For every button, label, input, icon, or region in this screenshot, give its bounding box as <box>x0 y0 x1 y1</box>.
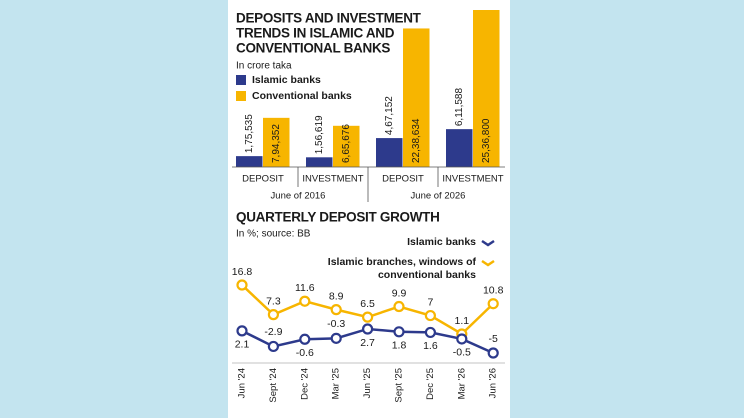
value-label: 11.6 <box>295 282 315 294</box>
x-tick-label: DEPOSIT <box>382 174 424 185</box>
chart-title: TRENDS IN ISLAMIC AND <box>236 26 395 41</box>
value-label: 2.7 <box>360 337 375 349</box>
point <box>393 300 405 313</box>
value-label: 1,56,619 <box>314 115 325 154</box>
value-label: -0.6 <box>296 347 314 359</box>
subtitle: In crore taka <box>236 61 292 72</box>
value-label: -0.3 <box>327 318 345 330</box>
legend-icon <box>481 239 495 247</box>
x-tick-label: INVESTMENT <box>302 174 363 185</box>
point <box>456 333 468 345</box>
bar <box>446 129 473 167</box>
point <box>299 333 311 345</box>
value-label: 1.8 <box>392 340 407 352</box>
point <box>236 325 248 337</box>
x-tick-label: Jun '26 <box>488 368 499 398</box>
x-tick-label: INVESTMENT <box>442 174 503 185</box>
point <box>424 326 436 339</box>
legend-swatch <box>236 91 246 101</box>
legend-label: Conventional banks <box>252 90 352 102</box>
legend-label: Islamic branches, windows of conventiona… <box>327 256 476 281</box>
bar <box>236 156 263 167</box>
point <box>330 332 342 344</box>
value-label: -5 <box>489 333 498 345</box>
value-label: 1,75,535 <box>244 114 255 153</box>
x-tick-label: DEPOSIT <box>242 174 284 185</box>
value-label: 25,36,800 <box>481 118 492 163</box>
x-tick-label: Jun '24 <box>237 368 248 398</box>
value-label: 22,38,634 <box>411 118 422 163</box>
value-label: 16.8 <box>232 266 253 278</box>
point <box>299 295 311 307</box>
subtitle: In %; source: BB <box>236 229 311 240</box>
value-label: 8.9 <box>329 290 344 302</box>
bar <box>473 10 500 167</box>
value-label: 7 <box>427 296 433 308</box>
x-tick-label: Sept '25 <box>394 368 405 403</box>
value-label: 4,67,152 <box>384 96 395 135</box>
legend-label: Islamic banks <box>407 236 476 248</box>
x-tick-label: Dec '25 <box>425 368 436 400</box>
point <box>393 326 405 338</box>
value-label: 2.1 <box>235 339 250 351</box>
point <box>362 311 374 323</box>
bar <box>263 117 290 167</box>
point <box>487 298 499 310</box>
x-tick-label: Mar '25 <box>331 368 342 399</box>
value-label: 10.8 <box>483 284 504 296</box>
chart-title: CONVENTIONAL BANKS <box>236 41 390 56</box>
value-label: 6.5 <box>360 298 375 310</box>
value-label: -2.9 <box>264 326 282 338</box>
point <box>424 309 436 322</box>
point <box>236 279 248 291</box>
bar <box>403 28 430 168</box>
legend-box: Islamic branches, windows of conventiona… <box>327 256 476 281</box>
group-label: June of 2026 <box>411 191 466 202</box>
bar <box>333 125 360 167</box>
point <box>487 347 499 359</box>
legend-box: Islamic banks <box>407 236 476 248</box>
chart-title: QUARTERLY DEPOSIT GROWTH <box>236 210 440 225</box>
legend-swatch <box>236 75 246 85</box>
value-label: 6,65,676 <box>341 124 352 163</box>
value-label: 1.6 <box>423 340 438 352</box>
value-label: -0.5 <box>453 347 471 359</box>
x-tick-label: Sept '24 <box>268 368 279 403</box>
value-label: 7.3 <box>266 295 281 307</box>
x-tick-label: Jun '25 <box>362 368 373 398</box>
chart-title: DEPOSITS AND INVESTMENT <box>236 11 422 26</box>
point <box>267 340 279 353</box>
legend-icon <box>481 259 495 267</box>
legend-label: Islamic banks <box>252 74 321 86</box>
value-label: 9.9 <box>392 287 407 299</box>
bar <box>306 157 333 167</box>
x-tick-label: Mar '26 <box>456 368 467 399</box>
bar <box>376 138 403 167</box>
point <box>330 304 342 316</box>
x-tick-label: Dec '24 <box>299 368 310 400</box>
group-label: June of 2016 <box>271 191 326 202</box>
value-label: 7,94,352 <box>271 124 282 163</box>
value-label: 1.1 <box>454 315 469 327</box>
point <box>267 309 279 321</box>
value-label: 6,11,588 <box>454 88 465 127</box>
point <box>362 323 374 335</box>
